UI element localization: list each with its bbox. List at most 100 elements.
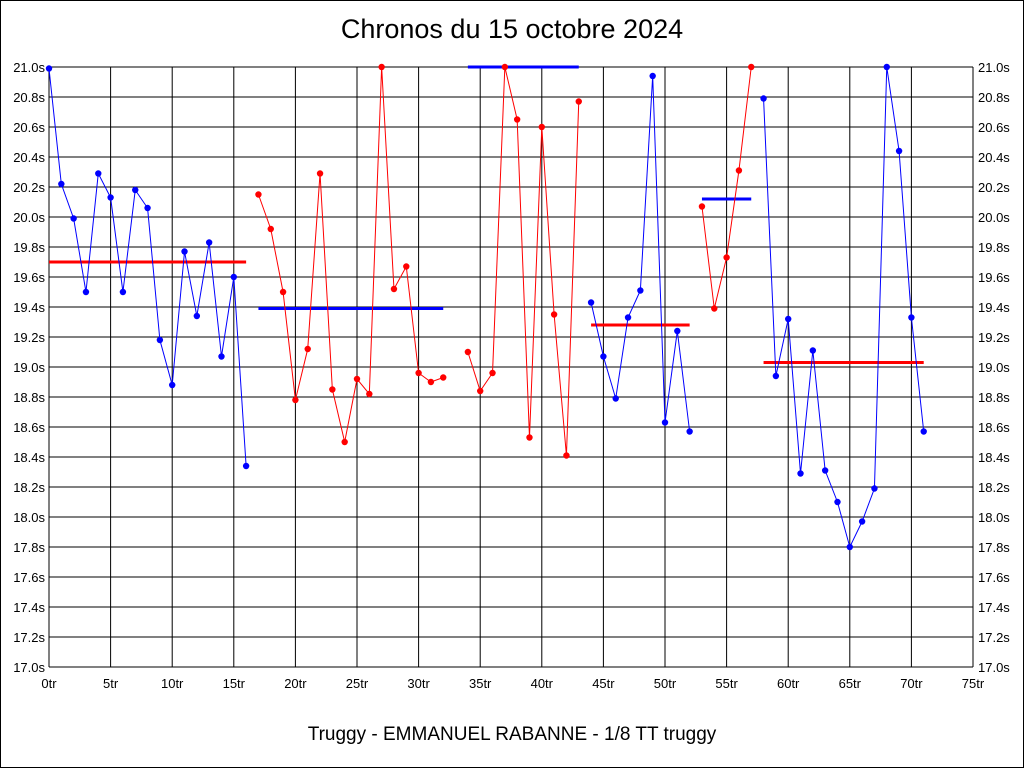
y-tick-label-right: 18.8s xyxy=(978,390,1010,405)
x-tick-label: 20tr xyxy=(284,676,307,691)
y-tick-label-right: 17.0s xyxy=(978,660,1010,675)
y-tick-label-left: 20.2s xyxy=(13,180,45,195)
y-tick-label-left: 19.0s xyxy=(13,360,45,375)
data-point xyxy=(205,239,213,246)
data-point xyxy=(809,347,817,354)
data-point xyxy=(760,95,767,102)
y-tick-label-right: 20.8s xyxy=(978,90,1010,105)
x-tick-label: 25tr xyxy=(346,676,369,691)
data-point xyxy=(403,263,410,270)
y-tick-label-left: 17.0s xyxy=(13,660,45,675)
data-point xyxy=(637,287,644,294)
data-point xyxy=(132,186,139,194)
x-tick-label: 30tr xyxy=(407,676,430,691)
data-point xyxy=(686,428,693,435)
chart-title: Chronos du 15 octobre 2024 xyxy=(340,14,684,44)
x-tick-label: 5tr xyxy=(103,676,119,691)
series-line xyxy=(48,68,247,467)
data-point xyxy=(895,147,903,155)
chart-subtitle: Truggy - EMMANUEL RABANNE - 1/8 TT trugg… xyxy=(307,724,717,745)
y-tick-label-left: 20.6s xyxy=(13,120,45,135)
y-tick-label-left: 17.2s xyxy=(13,630,45,645)
data-point xyxy=(883,63,890,71)
y-tick-label-left: 17.8s xyxy=(13,540,45,555)
data-point xyxy=(267,225,274,233)
data-point xyxy=(600,353,607,360)
data-point xyxy=(797,470,804,477)
data-point xyxy=(378,63,385,71)
points-layer xyxy=(45,63,927,551)
data-point xyxy=(563,452,570,459)
data-point xyxy=(181,248,188,255)
data-point xyxy=(427,378,435,386)
y-tick-label-right: 20.4s xyxy=(978,150,1010,165)
x-tick-label: 50tr xyxy=(654,676,677,691)
data-point xyxy=(920,428,927,435)
data-point xyxy=(526,434,533,441)
y-tick-label-right: 18.0s xyxy=(978,510,1010,525)
y-tick-label-right: 18.6s xyxy=(978,420,1010,435)
data-point xyxy=(440,374,447,381)
x-tick-label: 70tr xyxy=(900,676,923,691)
y-tick-label-right: 19.8s xyxy=(978,240,1010,255)
y-tick-label-right: 18.4s xyxy=(978,450,1010,465)
y-tick-label-right: 19.0s xyxy=(978,360,1010,375)
data-point xyxy=(193,312,201,320)
y-tick-label-left: 17.4s xyxy=(13,600,45,615)
data-point xyxy=(711,305,718,312)
y-tick-label-right: 19.2s xyxy=(978,330,1010,345)
y-tick-label-left: 18.0s xyxy=(13,510,45,525)
data-point xyxy=(513,116,521,123)
x-tick-label: 10tr xyxy=(161,676,184,691)
data-point xyxy=(587,299,595,306)
data-point xyxy=(489,369,496,377)
y-tick-label-left: 20.8s xyxy=(13,90,45,105)
data-point xyxy=(329,386,336,393)
data-point xyxy=(230,273,237,281)
data-point xyxy=(501,63,509,71)
y-tick-label-right: 17.2s xyxy=(978,630,1010,645)
data-point xyxy=(550,311,558,318)
y-tick-label-left: 17.6s xyxy=(13,570,45,585)
data-point xyxy=(748,63,755,71)
data-point xyxy=(674,327,681,335)
y-tick-label-right: 20.2s xyxy=(978,180,1010,195)
data-point xyxy=(279,288,287,296)
y-tick-label-left: 18.6s xyxy=(13,420,45,435)
data-point xyxy=(821,467,829,474)
y-tick-label-left: 19.2s xyxy=(13,330,45,345)
data-point xyxy=(464,348,472,356)
series-line xyxy=(467,66,580,456)
series-line xyxy=(763,66,925,549)
y-tick-label-right: 19.6s xyxy=(978,270,1010,285)
data-point xyxy=(242,462,250,470)
x-tick-label: 45tr xyxy=(592,676,615,691)
data-point xyxy=(415,369,422,377)
data-point xyxy=(785,315,792,323)
y-tick-label-left: 18.4s xyxy=(13,450,45,465)
data-point xyxy=(255,191,262,198)
data-point xyxy=(95,170,102,177)
y-tick-label-right: 21.0s xyxy=(978,60,1010,75)
x-tick-label: 60tr xyxy=(777,676,800,691)
y-tick-label-left: 20.0s xyxy=(13,210,45,225)
data-point xyxy=(624,314,632,321)
data-point xyxy=(698,203,706,210)
data-point xyxy=(169,381,176,389)
y-tick-label-left: 18.8s xyxy=(13,390,45,405)
data-point xyxy=(538,123,545,131)
y-tick-label-right: 17.4s xyxy=(978,600,1010,615)
data-point xyxy=(723,254,730,261)
data-point xyxy=(107,194,114,201)
data-point xyxy=(661,419,669,426)
average-lines-layer xyxy=(49,65,924,364)
data-point xyxy=(858,518,866,525)
data-point xyxy=(292,396,299,404)
data-point xyxy=(772,372,780,380)
data-point xyxy=(575,98,582,105)
data-point xyxy=(70,215,77,222)
y-tick-label-left: 20.4s xyxy=(13,150,45,165)
x-tick-label: 0tr xyxy=(41,676,57,691)
x-tick-label: 65tr xyxy=(839,676,862,691)
